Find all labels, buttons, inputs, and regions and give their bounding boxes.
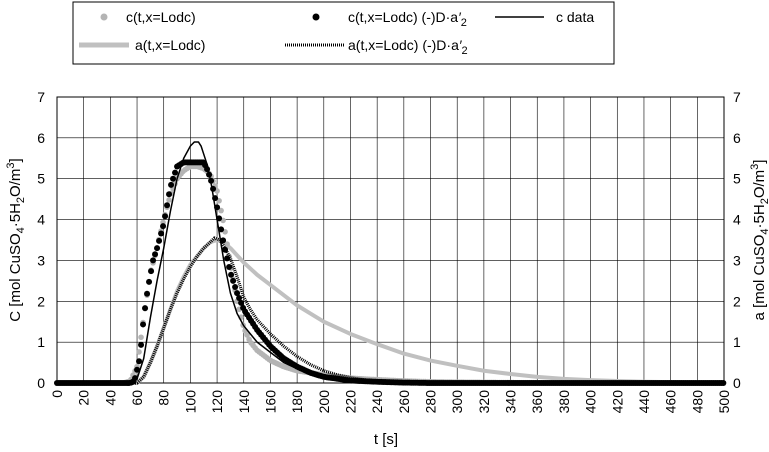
x-tick-label: 260 (396, 390, 412, 414)
legend-marker-c-lodc (100, 13, 108, 21)
x-tick-label: 140 (236, 390, 252, 414)
x-tick-label: 280 (423, 390, 439, 414)
x-tick-label: 420 (609, 390, 625, 414)
x-tick-label: 360 (529, 390, 545, 414)
x-tick-label: 20 (76, 390, 92, 406)
y-axis-title-left: C [mol CuSO4·5H2O/m3] (5, 158, 27, 321)
y-tick-label-left: 0 (37, 375, 45, 391)
series-2-point (136, 358, 143, 365)
series-2-point (222, 246, 229, 253)
series-2-point (236, 295, 243, 302)
plot-area (56, 96, 725, 384)
y-tick-labels-right: 0 1 2 3 4 5 6 7 (733, 89, 741, 391)
y-tick-label-left: 4 (37, 212, 45, 228)
series-2-point (142, 305, 149, 312)
y-tick-label-left: 3 (37, 252, 45, 268)
legend-box (72, 1, 615, 65)
legend-label-a-lodc: a(t,x=Lodc) (135, 37, 205, 53)
x-tick-label: 240 (369, 390, 385, 414)
x-tick-label: 120 (209, 390, 225, 414)
series-2-point (170, 175, 177, 182)
x-tick-label: 300 (449, 390, 465, 414)
y-tick-label-right: 0 (733, 375, 741, 391)
series-1-point (218, 207, 224, 214)
series-3-line (57, 141, 724, 384)
x-tick-label: 60 (129, 390, 145, 406)
series-2-point (226, 263, 233, 270)
legend-label-a-lodc-d: a(t,x=Lodc) (-)D·a′2 (348, 37, 468, 57)
x-tick-label: 400 (583, 390, 599, 414)
legend-marker-c-lodc-d (312, 13, 320, 21)
legend-label-c-lodc-d: c(t,x=Lodc) (-)D·a′2 (348, 9, 467, 29)
series-2-point (160, 223, 167, 230)
series-2-point (148, 268, 155, 275)
x-tick-label: 100 (182, 390, 198, 414)
series-2-point (230, 277, 237, 284)
y-tick-label-left: 5 (37, 171, 45, 187)
series-2-point (158, 230, 165, 237)
y-tick-label-left: 2 (37, 293, 45, 309)
y-tick-label-left: 1 (37, 334, 45, 350)
series-2-point (164, 202, 171, 209)
x-tick-label: 500 (716, 390, 732, 414)
y-tick-labels-left: 0 1 2 3 4 5 6 7 (37, 89, 45, 391)
x-axis-title: t [s] (374, 431, 398, 448)
x-tick-label: 460 (663, 390, 679, 414)
series-1-point (224, 241, 230, 247)
series-2-point (168, 181, 175, 188)
y-tick-label-right: 1 (733, 334, 741, 350)
y-tick-label-right: 4 (733, 212, 741, 228)
y-tick-label-right: 7 (733, 89, 741, 105)
series-2-point (166, 191, 173, 198)
series-2-point (228, 271, 235, 278)
y-tick-label-right: 3 (733, 252, 741, 268)
x-tick-label: 320 (476, 390, 492, 414)
series-2-point (156, 237, 163, 244)
series-1-point (136, 349, 142, 355)
series-1-point (166, 197, 172, 203)
series-2-point (144, 290, 151, 297)
series-2-point (162, 213, 169, 220)
y-tick-label-right: 2 (733, 293, 741, 309)
x-tick-label: 80 (156, 390, 172, 406)
series-2-point (140, 321, 147, 328)
x-tick-label: 340 (503, 390, 519, 414)
legend: c(t,x=Lodc) c(t,x=Lodc) (-)D·a′2 c data … (72, 1, 615, 65)
series-2-point (152, 251, 159, 258)
series-2-point (150, 257, 157, 264)
series-2-point (146, 278, 153, 285)
series-2-point (234, 290, 241, 297)
x-tick-labels: 0 20 40 60 80 100 120 140 160 180 200 220 240 260 280 3… (49, 390, 732, 414)
x-tick-label: 440 (636, 390, 652, 414)
legend-label-c-data: c data (556, 9, 594, 25)
series-2-point (232, 283, 239, 290)
series-layer (54, 141, 727, 386)
y-axis-title-right: a [mol CuSO4·5H2O/m3] (749, 160, 769, 321)
x-tick-label: 480 (689, 390, 705, 414)
series-2-point (154, 245, 161, 252)
x-tick-label: 380 (556, 390, 572, 414)
y-tick-label-right: 6 (733, 130, 741, 146)
series-2-point (172, 169, 179, 176)
series-1-point (138, 334, 144, 341)
x-tick-label: 40 (102, 390, 118, 406)
series-3 (57, 141, 724, 384)
series-2-point (224, 255, 231, 262)
x-tick-label: 0 (49, 390, 65, 398)
y-tick-label-left: 6 (37, 130, 45, 146)
x-tick-label: 180 (289, 390, 305, 414)
legend-label-c-lodc: c(t,x=Lodc) (126, 9, 196, 25)
x-tick-label: 200 (316, 390, 332, 414)
x-tick-label: 160 (262, 390, 278, 414)
series-2-point (238, 299, 245, 306)
series-2-point (138, 341, 145, 348)
x-tick-label: 220 (342, 390, 358, 414)
series-2-point (134, 366, 141, 373)
y-tick-label-right: 5 (733, 171, 741, 187)
series-2-point (220, 237, 227, 244)
series-1-point (244, 332, 250, 338)
y-tick-label-left: 7 (37, 89, 45, 105)
